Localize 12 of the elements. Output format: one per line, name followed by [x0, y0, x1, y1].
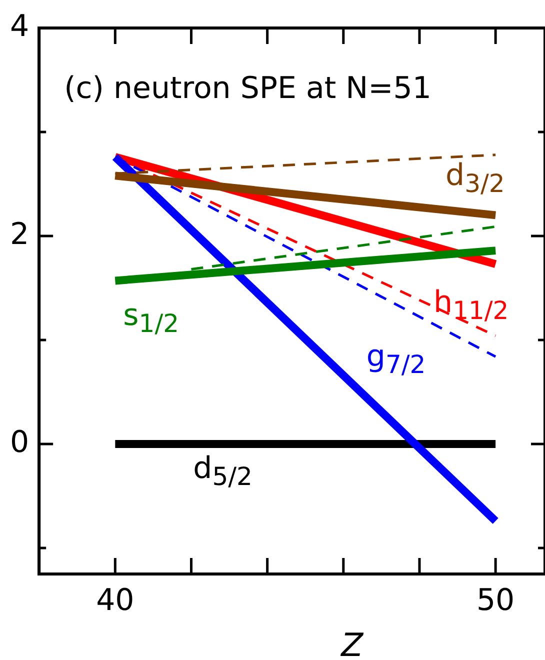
x-tick-label: 50 — [476, 582, 515, 618]
x-tick-label: 40 — [96, 582, 134, 618]
series-label: d$_{5/2}$ — [193, 451, 252, 493]
series-label: g$_{7/2}$ — [366, 338, 426, 381]
y-tick-label: 4 — [10, 8, 30, 44]
series-label: s$_{1/2}$ — [123, 298, 180, 340]
y-tick-label: 0 — [10, 424, 30, 460]
series-label: h$_{11/2}$ — [434, 285, 509, 328]
y-tick-label: 2 — [10, 216, 30, 252]
text: (c) neutron SPE at N=51 — [64, 71, 432, 106]
series-label: d$_{3/2}$ — [446, 158, 505, 200]
x-axis-title: Z — [340, 626, 364, 660]
